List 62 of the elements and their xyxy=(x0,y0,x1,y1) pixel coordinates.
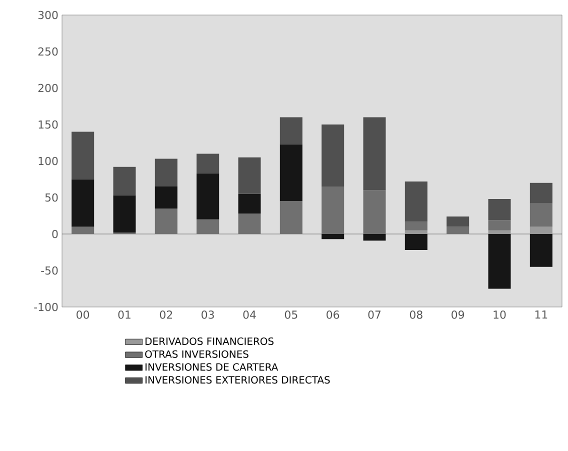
bar xyxy=(530,234,552,267)
bar xyxy=(363,117,386,190)
y-tick-label: -50 xyxy=(41,266,58,275)
bar xyxy=(488,198,511,220)
x-tick-label: 01 xyxy=(118,310,130,319)
bar xyxy=(196,219,220,234)
bar xyxy=(196,173,220,220)
bar xyxy=(446,226,470,234)
bar xyxy=(154,158,178,187)
x-tick-label: 04 xyxy=(243,310,256,319)
y-tick-label: 250 xyxy=(38,47,58,56)
bar xyxy=(280,144,302,202)
y-tick-label: 200 xyxy=(38,84,58,92)
bar xyxy=(404,181,428,222)
bar xyxy=(72,226,94,234)
bar xyxy=(530,226,552,234)
x-tick-label: 03 xyxy=(202,310,214,319)
bar xyxy=(238,157,261,194)
legend-label: INVERSIONES EXTERIORES DIRECTAS xyxy=(146,376,330,384)
x-tick-label: 08 xyxy=(410,310,422,319)
bar xyxy=(196,154,220,174)
bar xyxy=(488,220,511,230)
bar xyxy=(154,186,178,208)
legend-label: INVERSIONES DE CARTERA xyxy=(146,363,278,371)
legend-label: DERIVADOS FINANCIEROS xyxy=(146,337,274,345)
y-tick-label: 100 xyxy=(38,156,58,166)
legend-label: OTRAS INVERSIONES xyxy=(145,350,248,358)
bar xyxy=(404,222,428,230)
x-tick-label: 07 xyxy=(368,310,381,319)
bar xyxy=(488,234,511,289)
y-tick-label: 300 xyxy=(38,10,58,20)
x-tick-label: 05 xyxy=(284,310,298,319)
bar xyxy=(530,182,552,204)
bar xyxy=(322,234,344,240)
y-tick-label: -100 xyxy=(34,302,58,312)
bar xyxy=(322,124,344,187)
y-tick-label: 0 xyxy=(52,230,58,238)
x-tick-label: 09 xyxy=(452,310,464,319)
bar xyxy=(404,230,428,234)
x-tick-label: 10 xyxy=(494,310,506,319)
y-tick-label: 50 xyxy=(45,193,58,202)
x-tick-label: 11 xyxy=(535,310,548,319)
bar xyxy=(404,234,428,250)
bar xyxy=(322,186,344,234)
x-tick-label: 00 xyxy=(76,310,90,319)
bar xyxy=(113,166,136,196)
bar xyxy=(280,201,302,234)
x-tick-label: 02 xyxy=(160,310,172,319)
bar xyxy=(530,203,552,227)
bar xyxy=(446,216,470,227)
x-tick-label: 06 xyxy=(326,310,340,319)
bar xyxy=(72,179,94,227)
bar xyxy=(238,214,261,234)
y-tick-label: 150 xyxy=(38,120,58,129)
bar xyxy=(154,208,178,234)
bar xyxy=(72,132,94,180)
bar xyxy=(280,117,302,144)
bar xyxy=(488,230,511,234)
bar xyxy=(113,195,136,233)
bar xyxy=(238,194,261,214)
bar xyxy=(363,234,386,241)
bar xyxy=(363,190,386,234)
